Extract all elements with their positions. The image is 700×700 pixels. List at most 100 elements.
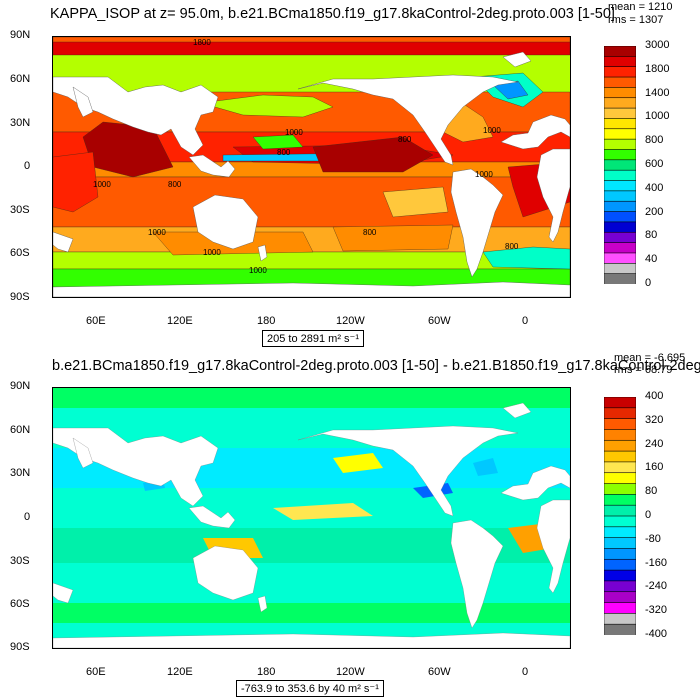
colorbar-band [604, 221, 636, 234]
colorbar-band [604, 66, 636, 78]
colorbar-band [604, 252, 636, 265]
bottom-lon-tick-0: 0 [522, 666, 529, 678]
colorbar-label: 80 [645, 229, 658, 242]
colorbar-label: -160 [645, 556, 668, 569]
land-mask [502, 402, 532, 419]
colorbar-band [604, 138, 636, 151]
colorbar-band [604, 580, 636, 593]
colorbar-band [604, 149, 636, 161]
bottom-lat-tick-eq: 0 [24, 511, 31, 523]
top-lon-tick-120w: 120W [336, 315, 365, 327]
land-mask [53, 427, 219, 507]
colorbar-band [604, 169, 636, 182]
land-mask [53, 231, 74, 253]
colorbar-band [604, 591, 636, 604]
bottom-lat-tick-90n: 90N [10, 380, 31, 392]
colorbar-label: 800 [645, 134, 664, 147]
colorbar-band [604, 159, 636, 171]
colorbar-band [604, 190, 636, 203]
land-mask [53, 632, 570, 648]
colorbar-label: 0 [645, 509, 652, 521]
colorbar-band [604, 231, 636, 244]
field-region [53, 603, 570, 623]
colorbar-band [604, 407, 636, 420]
field-region [53, 388, 570, 408]
colorbar-band [604, 623, 636, 635]
colorbar-band [604, 429, 636, 442]
colorbar-label: 160 [645, 461, 664, 474]
land-mask [53, 76, 219, 156]
contour-label: 1000 [285, 128, 303, 137]
bottom-lon-tick-60e: 60E [86, 666, 106, 678]
top-lon-tick-0: 0 [522, 315, 529, 327]
land-mask [502, 51, 532, 68]
land-mask [500, 465, 570, 501]
land-mask [450, 168, 504, 278]
land-mask [192, 194, 259, 250]
colorbar-band [604, 558, 636, 571]
colorbar-label: -400 [645, 628, 668, 640]
top-lon-tick-120e: 120E [167, 315, 193, 327]
contour-label: 1000 [148, 228, 166, 237]
colorbar-band [604, 200, 636, 213]
land-mask [188, 505, 236, 529]
colorbar-band [604, 87, 636, 99]
colorbar-label: 400 [645, 390, 664, 402]
land-mask [500, 114, 570, 150]
top-lat-tick-60n: 60N [10, 73, 31, 85]
top-range-label: 205 to 2891 m² s⁻¹ [262, 330, 365, 347]
top-map: 1800 800 1000 1000 1000 1000 1000 800 800 1000 100… [53, 37, 570, 297]
colorbar-label: 80 [645, 485, 658, 498]
contour-label: 1000 [483, 126, 501, 135]
bottom-lon-tick-120e: 120E [167, 666, 193, 678]
top-lat-tick-90s: 90S [10, 291, 30, 303]
bottom-lat-tick-90s: 90S [10, 641, 30, 653]
colorbar-label: 1800 [645, 62, 670, 75]
bottom-lat-tick-30n: 30N [10, 467, 31, 479]
contour-label: 800 [505, 242, 519, 251]
top-lat-tick-eq: 0 [24, 160, 31, 172]
colorbar-label: 320 [645, 413, 664, 426]
colorbar-band [604, 211, 636, 223]
colorbar-band [604, 450, 636, 463]
colorbar-band [604, 397, 636, 409]
contour-label: 800 [363, 228, 377, 237]
colorbar-label: 1400 [645, 86, 670, 99]
top-lon-tick-60e: 60E [86, 315, 106, 327]
colorbar-band [604, 242, 636, 254]
bottom-lat-tick-30s: 30S [10, 555, 30, 567]
field-region [53, 151, 99, 213]
colorbar-band [604, 613, 636, 625]
contour-label: 1000 [475, 170, 493, 179]
land-mask [450, 519, 504, 629]
colorbar-band [604, 46, 636, 58]
top-map-frame: 1800 800 1000 1000 1000 1000 1000 800 800 1000 100… [52, 36, 571, 298]
land-mask [72, 437, 94, 469]
field-region [53, 251, 570, 270]
colorbar-band [604, 537, 636, 550]
contour-label: 1000 [93, 180, 111, 189]
land-mask [188, 154, 236, 178]
land-mask [257, 244, 268, 262]
colorbar-band [604, 494, 636, 506]
contour-label: 800 [398, 135, 412, 144]
bottom-lon-tick-120w: 120W [336, 666, 365, 678]
colorbar-band [604, 504, 636, 517]
colorbar-band [604, 515, 636, 528]
field-region [382, 186, 449, 218]
colorbar-band [604, 439, 636, 452]
colorbar-band [604, 56, 636, 68]
colorbar-band [604, 273, 636, 284]
colorbar-band [604, 526, 636, 539]
land-mask [536, 499, 570, 594]
contour-label: 1800 [193, 38, 211, 47]
field-region [273, 503, 373, 520]
field-region [473, 458, 498, 476]
colorbar-band [604, 461, 636, 474]
colorbar-label: -320 [645, 604, 668, 617]
contour-label: 1000 [249, 266, 267, 275]
bottom-lon-tick-60w: 60W [428, 666, 451, 678]
colorbar-label: -240 [645, 580, 668, 593]
top-colorbar-bands [604, 46, 636, 284]
top-lat-tick-60s: 60S [10, 247, 30, 259]
